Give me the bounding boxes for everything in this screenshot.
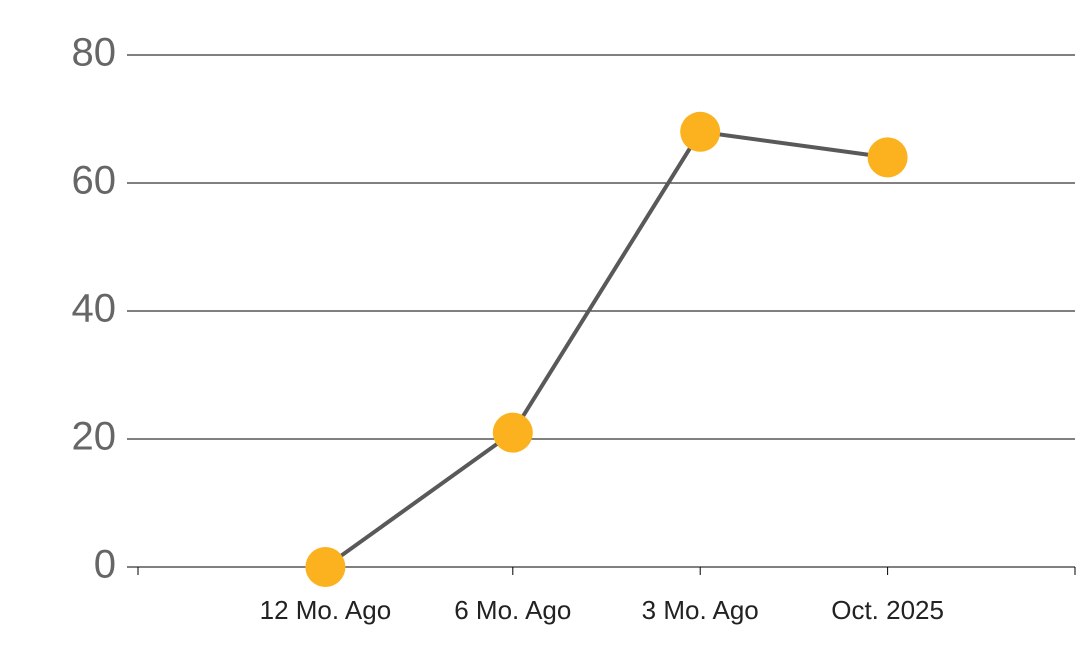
y-tick-label: 80 [72,31,117,75]
line [324,129,888,569]
x-tick-label: 3 Mo. Ago [642,595,759,625]
x-tick-label: Oct. 2025 [831,595,944,625]
marker [492,412,533,453]
y-tick-label: 20 [72,415,117,459]
y-tick-label: 60 [72,159,117,203]
marker [867,137,908,178]
x-tick-label: 6 Mo. Ago [454,595,571,625]
y-tick-label: 40 [72,287,117,331]
y-tick-label: 0 [94,543,116,587]
marker [305,547,346,587]
marker [680,111,721,152]
x-tick-label: 12 Mo. Ago [260,595,392,625]
